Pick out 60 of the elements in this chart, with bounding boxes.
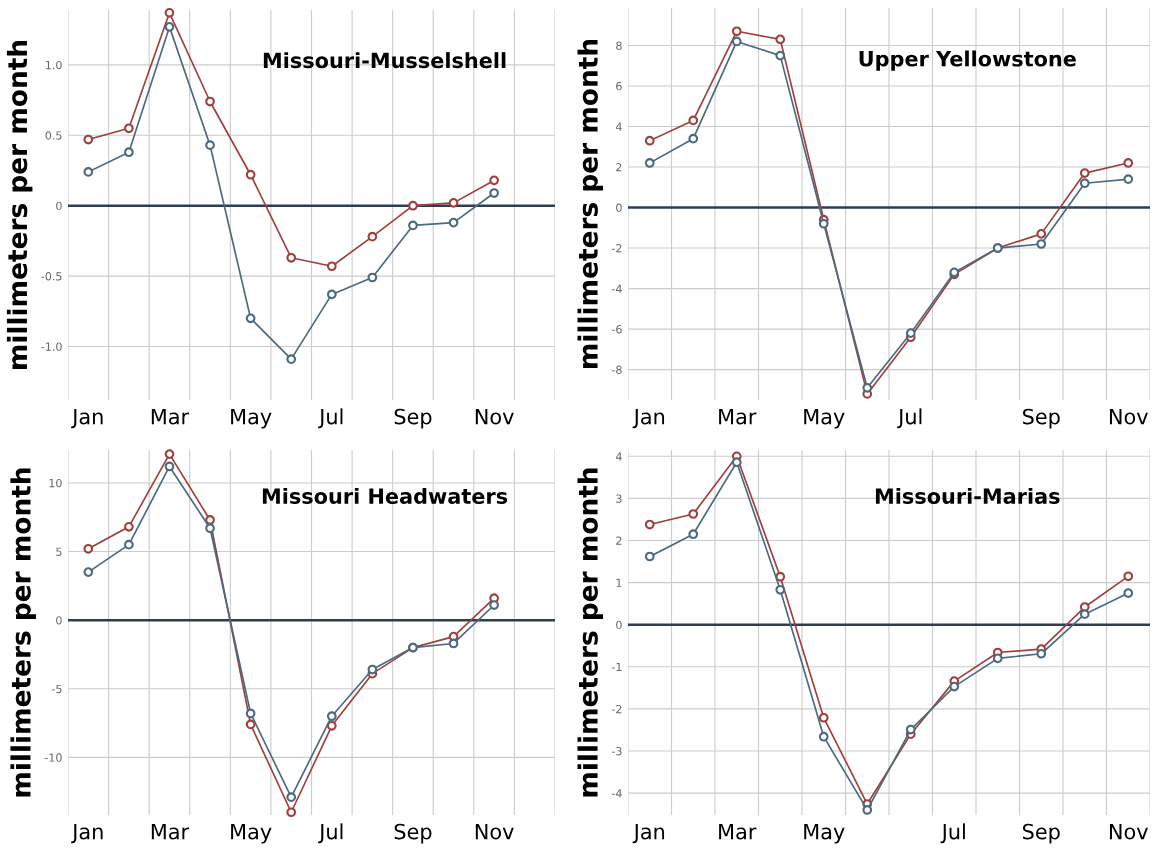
y-tick-label: 1 [616, 578, 622, 587]
y-tick-label: -6 [611, 325, 622, 334]
y-axis-title: millimeters per month [577, 468, 604, 797]
y-tick-label: 2 [616, 163, 622, 172]
y-tick-label: 1.0 [45, 60, 62, 70]
y-tick-label: -0.5 [41, 272, 62, 281]
y-tick-label: -1 [611, 662, 622, 672]
y-tick-label: 4 [615, 452, 622, 461]
x-tick-label: May [804, 823, 845, 844]
x-tick-label: Jul [318, 408, 343, 429]
y-tick-label: -4 [611, 284, 622, 293]
text: Missouri-Marias [875, 487, 1060, 505]
x-tick-label: May [231, 408, 272, 429]
text: Missouri-Musselshell [263, 52, 506, 69]
y-tick-label: -5 [51, 684, 62, 694]
x-tick-label: Jul [897, 408, 922, 429]
x-tick-label: Jan [71, 823, 103, 844]
x-tick-label: May [804, 408, 845, 429]
x-tick-label: Mar [719, 408, 757, 425]
y-tick-label: 3 [616, 494, 622, 503]
x-tick-label: May [231, 823, 272, 844]
y-tick-label: 8 [616, 41, 622, 50]
y-tick-label: 2 [616, 536, 622, 545]
x-tick-label: Nov [1109, 408, 1148, 425]
x-tick-label: Jul [318, 823, 343, 844]
y-tick-label: 4 [615, 122, 622, 131]
x-tick-label: Sep [394, 823, 432, 844]
y-tick-label: 10 [49, 478, 62, 488]
x-tick-label: Nov [1109, 823, 1148, 840]
y-tick-label: 0 [56, 201, 62, 211]
x-tick-label: Mar [151, 408, 190, 425]
y-tick-label: -2 [611, 244, 622, 253]
y-axis-title: millimeters per month [577, 39, 604, 368]
x-tick-label: Jan [632, 823, 665, 844]
y-tick-label: 0 [56, 616, 62, 625]
y-tick-label: 0 [616, 203, 622, 212]
y-tick-label: -1.0 [41, 342, 62, 351]
x-tick-label: Nov [475, 408, 514, 425]
x-tick-label: Mar [151, 823, 190, 840]
y-tick-label: -3 [611, 746, 622, 756]
x-tick-label: Jan [632, 408, 665, 429]
y-tick-label: -4 [611, 789, 622, 798]
text: Upper Yellowstone [859, 50, 1076, 71]
y-tick-label: -8 [611, 365, 622, 374]
y-axis-title: millimeters per month [10, 468, 36, 797]
y-tick-label: 0 [616, 620, 622, 630]
y-tick-label: -10 [44, 753, 62, 762]
x-tick-label: Nov [475, 823, 514, 840]
x-tick-label: Sep [394, 408, 432, 429]
x-tick-label: Jul [940, 823, 965, 844]
y-tick-label: -2 [611, 704, 622, 714]
x-tick-label: Mar [719, 823, 757, 840]
x-tick-label: Sep [1022, 408, 1060, 429]
x-tick-label: Sep [1022, 823, 1060, 844]
text: Missouri Headwaters [262, 487, 508, 505]
y-tick-label: 0.5 [45, 131, 62, 140]
y-tick-label: 5 [56, 547, 62, 556]
y-axis-title: millimeters per month [6, 40, 33, 369]
x-tick-label: Jan [71, 408, 103, 429]
y-tick-label: 6 [616, 81, 622, 91]
